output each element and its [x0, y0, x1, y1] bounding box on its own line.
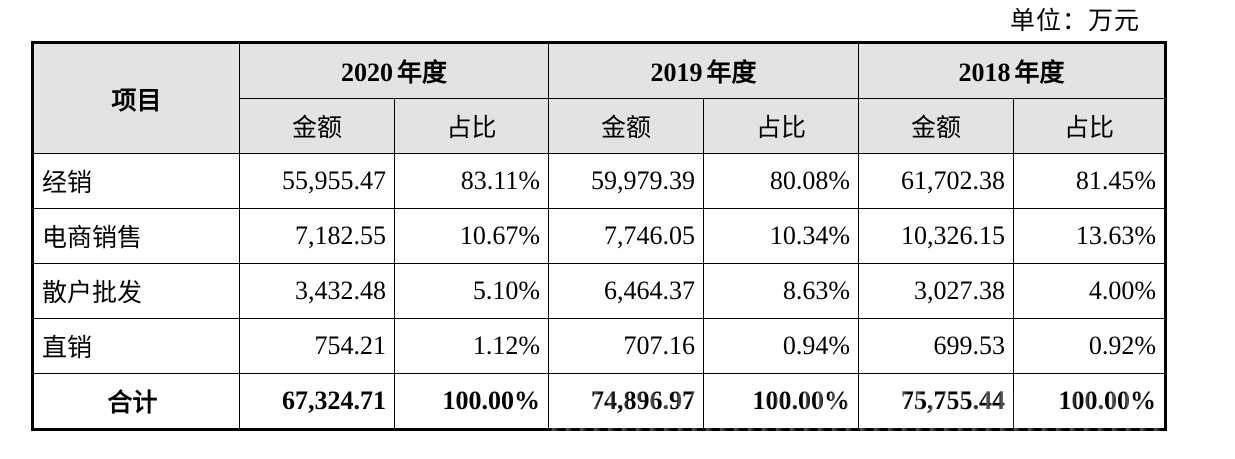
cell-2020-ratio: 10.67%: [394, 208, 549, 264]
table-row: 经销 55,955.47 83.11% 59,979.39 80.08% 61,…: [32, 153, 1166, 209]
cell-2019-ratio: 0.94%: [703, 318, 859, 374]
header-year-2018: 2018 年度: [858, 42, 1166, 99]
cell-2018-amount: 3,027.38: [858, 263, 1014, 319]
header-ratio: 占比: [394, 98, 549, 154]
total-2018-amount: 75,755.44: [858, 373, 1014, 430]
unit-label: 单位：万元: [1010, 6, 1141, 35]
header-row-years: 项目 2020 年度 2019 年度 2018 年度: [32, 42, 1166, 154]
header-ratio: 占比: [1013, 98, 1166, 154]
cell-2018-ratio: 0.92%: [1013, 318, 1166, 374]
cell-2019-ratio: 80.08%: [703, 153, 859, 209]
table-row: 电商销售 7,182.55 10.67% 7,746.05 10.34% 10,…: [32, 208, 1166, 264]
cell-2018-ratio: 81.45%: [1013, 153, 1166, 209]
sales-channel-table: 项目 2020 年度 2019 年度 2018 年度 金额 占比 金额 占比 金额 占…: [31, 41, 1167, 431]
header-year-2020: 2020 年度: [239, 42, 549, 99]
cell-2020-amount: 7,182.55: [239, 208, 395, 264]
cell-2020-amount: 754.21: [239, 318, 395, 374]
cell-2019-ratio: 8.63%: [703, 263, 859, 319]
table-row: 直销 754.21 1.12% 707.16 0.94% 699.53 0.92…: [32, 318, 1166, 374]
row-item: 散户批发: [32, 263, 240, 319]
total-label: 合计: [32, 373, 240, 430]
cell-2020-amount: 3,432.48: [239, 263, 395, 319]
header-amount: 金额: [548, 98, 704, 154]
cell-2020-amount: 55,955.47: [239, 153, 395, 209]
header-item: 项目: [32, 42, 240, 154]
cell-2020-ratio: 1.12%: [394, 318, 549, 374]
row-item: 直销: [32, 318, 240, 374]
cell-2019-amount: 59,979.39: [548, 153, 704, 209]
row-item: 经销: [32, 153, 240, 209]
cell-2018-amount: 61,702.38: [858, 153, 1014, 209]
cell-2018-amount: 699.53: [858, 318, 1014, 374]
header-row-metrics: 金额 占比 金额 占比 金额 占比: [33, 98, 1166, 154]
total-2020-ratio: 100.00%: [394, 373, 549, 430]
total-2020-amount: 67,324.71: [239, 373, 395, 430]
total-row: 合计 67,324.71 100.00% 74,896.97 100.00% 7…: [32, 373, 1166, 430]
cell-2019-ratio: 10.34%: [703, 208, 859, 264]
cell-2018-amount: 10,326.15: [858, 208, 1014, 264]
row-item: 电商销售: [32, 208, 240, 264]
cell-2019-amount: 6,464.37: [548, 263, 704, 319]
header-amount: 金额: [239, 98, 395, 154]
cell-2019-amount: 707.16: [548, 318, 704, 374]
cell-2020-ratio: 5.10%: [394, 263, 549, 319]
header-year-2019: 2019 年度: [548, 42, 859, 99]
total-2018-ratio: 100.00%: [1013, 373, 1166, 430]
cell-2018-ratio: 4.00%: [1013, 263, 1166, 319]
header-ratio: 占比: [703, 98, 859, 154]
cell-2018-ratio: 13.63%: [1013, 208, 1166, 264]
cell-2019-amount: 7,746.05: [548, 208, 704, 264]
cell-2020-ratio: 83.11%: [394, 153, 549, 209]
header-amount: 金额: [858, 98, 1014, 154]
table-row: 散户批发 3,432.48 5.10% 6,464.37 8.63% 3,027…: [32, 263, 1166, 319]
total-2019-ratio: 100.00%: [703, 373, 859, 430]
total-2019-amount: 74,896.97: [548, 373, 704, 430]
